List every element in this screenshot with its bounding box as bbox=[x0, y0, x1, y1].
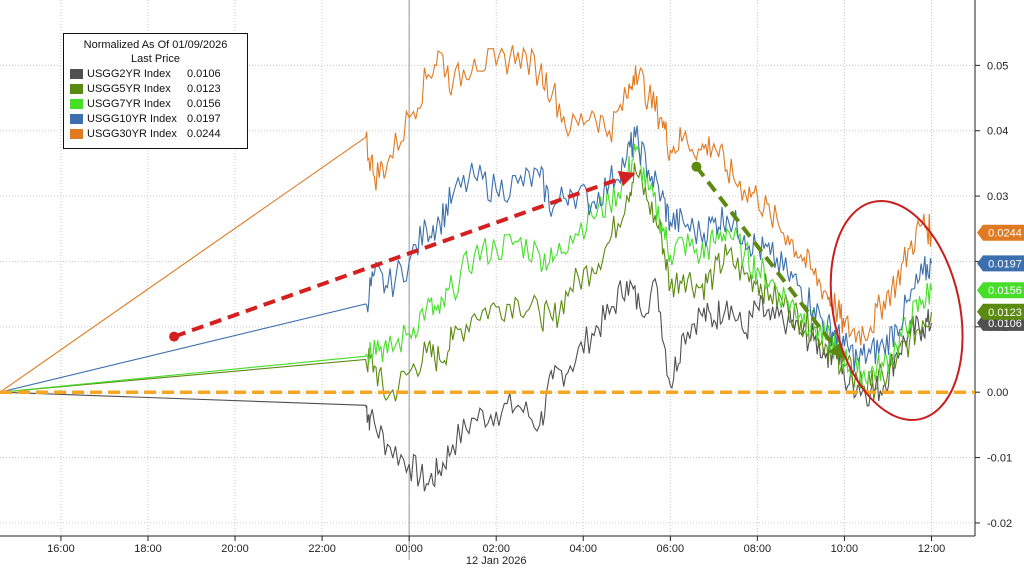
x-tick-label: 16:00 bbox=[47, 543, 75, 555]
legend-title: Normalized As Of 01/09/2026 Last Price bbox=[64, 38, 247, 66]
legend-value-usgg7yr: 0.0156 bbox=[187, 97, 221, 110]
legend-label-usgg30yr: USGG30YR Index bbox=[87, 127, 177, 140]
red-arrow-line bbox=[173, 171, 637, 339]
red-arrow-head bbox=[617, 171, 636, 187]
legend-swatch-usgg7yr bbox=[70, 98, 83, 109]
green-arrow-line bbox=[694, 165, 847, 361]
green-arrow-start-dot bbox=[691, 161, 702, 172]
legend-title-line1: Normalized As Of 01/09/2026 bbox=[83, 39, 228, 51]
value-tag-label-usgg30yr: 0.0244 bbox=[988, 228, 1022, 240]
legend-label-usgg10yr: USGG10YR Index bbox=[87, 112, 177, 125]
red-arrow-start-dot bbox=[169, 331, 180, 342]
legend-value-usgg2yr: 0.0106 bbox=[187, 67, 221, 80]
y-tick-label: 0.05 bbox=[987, 60, 1008, 72]
legend-label-usgg5yr: USGG5YR Index bbox=[87, 82, 171, 95]
legend-swatch-usgg30yr bbox=[70, 128, 83, 139]
value-tag-usgg10yr bbox=[977, 255, 1024, 272]
legend-swatch-usgg2yr bbox=[70, 68, 83, 79]
legend-value-usgg30yr: 0.0244 bbox=[187, 127, 221, 140]
legend-label-usgg7yr: USGG7YR Index bbox=[87, 97, 171, 110]
series-line-usgg10yr bbox=[0, 125, 933, 393]
x-tick-label: 02:00 bbox=[482, 543, 510, 555]
series-line-usgg5yr bbox=[0, 162, 933, 402]
value-tag-label-usgg5yr: 0.0123 bbox=[988, 307, 1022, 319]
value-tag-label-usgg7yr: 0.0156 bbox=[988, 285, 1022, 297]
y-tick-label: -0.01 bbox=[987, 453, 1012, 465]
date-label: 12 Jan 2026 bbox=[466, 555, 527, 567]
value-tag-usgg5yr bbox=[977, 303, 1024, 320]
x-tick-label: 00:00 bbox=[395, 543, 423, 555]
x-tick-label: 20:00 bbox=[221, 543, 249, 555]
legend-entry-usgg5yr: USGG5YR Index 0.0123 bbox=[64, 81, 247, 96]
x-tick-label: 18:00 bbox=[134, 543, 162, 555]
x-tick-label: 08:00 bbox=[744, 543, 772, 555]
series-line-usgg2yr bbox=[0, 277, 933, 492]
legend-value-usgg5yr: 0.0123 bbox=[187, 82, 221, 95]
x-tick-label: 10:00 bbox=[831, 543, 859, 555]
legend-entry-usgg7yr: USGG7YR Index 0.0156 bbox=[64, 96, 247, 111]
legend-swatch-usgg10yr bbox=[70, 113, 83, 124]
value-tag-usgg7yr bbox=[977, 282, 1024, 299]
x-tick-label: 12:00 bbox=[918, 543, 946, 555]
value-tag-label-usgg10yr: 0.0197 bbox=[988, 258, 1022, 270]
y-tick-label: 0.04 bbox=[987, 126, 1008, 138]
legend-label-usgg2yr: USGG2YR Index bbox=[87, 67, 171, 80]
legend-title-line2: Last Price bbox=[131, 53, 180, 65]
series-line-usgg7yr bbox=[0, 143, 933, 393]
legend-entry-usgg2yr: USGG2YR Index 0.0106 bbox=[64, 66, 247, 81]
legend-entry-usgg30yr: USGG30YR Index 0.0244 bbox=[64, 126, 247, 141]
value-tag-usgg30yr bbox=[977, 224, 1024, 241]
x-tick-label: 04:00 bbox=[569, 543, 597, 555]
y-tick-label: 0.03 bbox=[987, 191, 1008, 203]
legend-value-usgg10yr: 0.0197 bbox=[187, 112, 221, 125]
x-tick-label: 06:00 bbox=[657, 543, 685, 555]
legend-entry-usgg10yr: USGG10YR Index 0.0197 bbox=[64, 111, 247, 126]
legend-swatch-usgg5yr bbox=[70, 83, 83, 94]
chart-legend: Normalized As Of 01/09/2026 Last Price U… bbox=[63, 33, 248, 149]
x-tick-label: 22:00 bbox=[308, 543, 336, 555]
value-tag-label-usgg2yr: 0.0106 bbox=[988, 318, 1022, 330]
highlight-ellipse bbox=[829, 200, 964, 421]
y-tick-label: 0.00 bbox=[987, 387, 1008, 399]
series-line-usgg30yr bbox=[0, 45, 933, 393]
y-tick-label: -0.02 bbox=[987, 518, 1012, 530]
